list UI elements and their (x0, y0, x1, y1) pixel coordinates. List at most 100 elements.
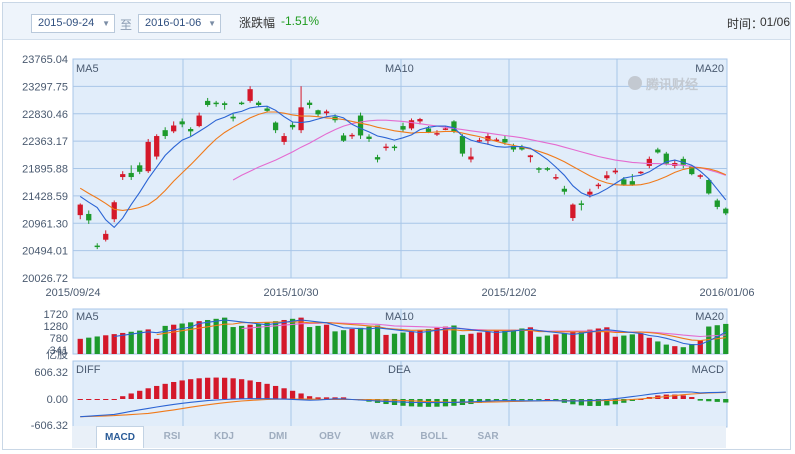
candle-body (171, 125, 177, 132)
volume-bar (536, 336, 542, 354)
macd-histogram-bar (578, 399, 584, 406)
volume-bar (570, 332, 576, 354)
macd-histogram-bar (264, 383, 270, 399)
candle-body (578, 203, 584, 205)
volume-bar (510, 329, 517, 354)
volume-bar (247, 324, 253, 354)
volume-y-tick-label: 1720 (44, 309, 68, 321)
tab-wr[interactable]: W&R (370, 431, 394, 442)
candle-body (86, 213, 92, 221)
candle-body (425, 128, 432, 132)
macd-legend: MACD (692, 364, 724, 376)
candle-body (723, 208, 729, 214)
macd-histogram-bar (77, 399, 83, 400)
tab-sar[interactable]: SAR (477, 431, 499, 442)
candle-body (697, 175, 703, 177)
volume-bar (527, 327, 534, 354)
volume-bar (391, 333, 398, 354)
macd-histogram-bar (553, 399, 559, 401)
macd-histogram-bar (188, 379, 194, 399)
candle-body (612, 170, 618, 173)
macd-histogram-bar (120, 396, 126, 399)
volume-bar (120, 332, 126, 354)
ma5-legend: MA5 (76, 63, 99, 75)
macd-histogram-bar (485, 399, 491, 402)
candle-body (621, 179, 627, 185)
candle-body (213, 102, 219, 105)
macd-y-tick-label: 0.00 (47, 394, 68, 406)
macd-histogram-bar (179, 380, 185, 399)
candle-body (238, 102, 245, 105)
tab-obv[interactable]: OBV (319, 431, 341, 442)
ma10-line (79, 111, 727, 211)
price-y-tick-label: 20961.30 (22, 218, 68, 230)
candle-body (357, 115, 364, 136)
volume-bar (332, 331, 338, 354)
macd-histogram-bar (706, 399, 712, 402)
time-label: 时间： (727, 17, 764, 31)
macd-histogram-bar (289, 390, 296, 399)
candle-body (340, 135, 347, 141)
tab-boll[interactable]: BOLL (420, 431, 448, 442)
candle-body (680, 158, 686, 165)
candle-body (222, 103, 228, 105)
ma20-line (232, 119, 726, 181)
end-date-select[interactable]: 2016-01-06 ▼ (138, 14, 221, 33)
macd-histogram-bar (103, 399, 109, 400)
volume-unit-label: 亿股 (46, 348, 68, 361)
macd-histogram-bar (111, 399, 117, 400)
price-y-tick-label: 22363.17 (22, 136, 68, 148)
tab-kdj[interactable]: KDJ (213, 431, 234, 442)
volume-bar (94, 336, 100, 354)
volume-bar (604, 327, 610, 354)
macd-histogram-bar (638, 399, 644, 400)
candle-body (451, 121, 457, 132)
candle-body (162, 130, 168, 137)
x-tick-label: 2015/10/30 (263, 287, 318, 299)
candle-body (255, 102, 262, 105)
tab-macd[interactable]: MACD (96, 426, 144, 448)
volume-bar (205, 319, 211, 354)
volume-bar (374, 325, 381, 354)
indicator-tabs (72, 426, 726, 448)
macd-histogram-bar (332, 397, 338, 399)
volume-bar (646, 337, 652, 354)
candle-body (77, 204, 83, 216)
time-value: 01/06 (760, 15, 791, 29)
volume-bar (459, 334, 466, 354)
tab-rsi[interactable]: RSI (163, 431, 181, 442)
start-date-value: 2015-09-24 (38, 17, 95, 29)
macd-histogram-bar (587, 399, 593, 406)
candle-body (629, 181, 635, 185)
volume-bar (111, 334, 117, 354)
candle-body (111, 202, 117, 220)
volume-bar (519, 328, 525, 354)
candle-body (561, 188, 568, 192)
tab-dmi[interactable]: DMI (268, 431, 288, 442)
macd-histogram-bar (493, 399, 500, 401)
volume-bar (162, 325, 168, 354)
volume-bar (264, 322, 270, 354)
candle-body (570, 204, 576, 219)
start-date-select[interactable]: 2015-09-24 ▼ (31, 14, 115, 33)
volume-ma5-legend: MA5 (76, 311, 99, 323)
volume-ma20-legend: MA20 (695, 311, 724, 323)
volume-bar (366, 326, 372, 354)
candle-body (120, 174, 126, 178)
candle-body (604, 175, 610, 179)
macd-histogram-bar (672, 394, 678, 399)
candle-body (476, 140, 483, 142)
volume-bar (476, 332, 483, 354)
volume-bar (230, 327, 236, 354)
macd-histogram-bar (510, 399, 517, 401)
candle-body (638, 171, 644, 174)
macd-histogram-bar (306, 396, 313, 399)
macd-histogram-bar (205, 377, 211, 399)
candle-body (103, 233, 109, 240)
volume-bar (485, 331, 491, 354)
volume-ma10-legend: MA10 (385, 311, 414, 323)
price-y-tick-label: 20026.72 (22, 273, 68, 285)
volume-bar (323, 324, 330, 354)
volume-bar (357, 327, 364, 354)
